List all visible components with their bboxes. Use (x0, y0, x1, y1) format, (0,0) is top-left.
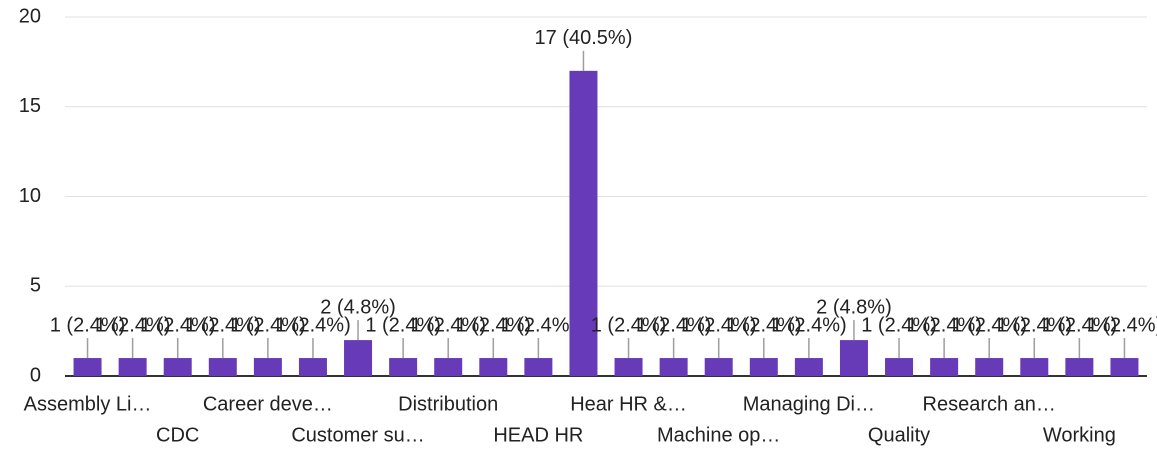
y-tick-label: 15 (19, 95, 41, 117)
bar (839, 340, 868, 376)
x-tick-label: CDC (156, 424, 199, 446)
data-label: 1 (2.4%) (50, 314, 126, 336)
bar (1110, 358, 1139, 376)
data-label: 1 (2.4%) (951, 314, 1027, 336)
x-tick-label: Working (1043, 424, 1116, 446)
bar (163, 358, 192, 376)
x-tick-label: Machine op… (657, 424, 780, 446)
data-label: 1 (2.4%) (1087, 314, 1157, 336)
x-tick-label: Assembly Li… (24, 393, 152, 415)
data-label: 17 (40.5%) (535, 27, 633, 49)
data-label: 1 (2.4%) (861, 314, 937, 336)
bar (344, 340, 373, 376)
bar (975, 358, 1004, 376)
bar (614, 358, 643, 376)
data-label: 2 (4.8%) (816, 296, 892, 318)
bar (885, 358, 914, 376)
bar (118, 358, 147, 376)
data-label: 1 (2.4%) (726, 314, 802, 336)
x-tick-label: Managing Di… (743, 393, 875, 415)
x-tick-label: Distribution (398, 393, 498, 415)
x-tick-label: Research an… (923, 393, 1056, 415)
bar (298, 358, 327, 376)
data-label: 1 (2.4%) (365, 314, 441, 336)
bar (524, 358, 553, 376)
data-label: 1 (2.4%) (410, 314, 486, 336)
bar (479, 358, 508, 376)
y-tick-label: 5 (30, 275, 41, 297)
bar (569, 70, 598, 376)
bar (434, 358, 463, 376)
x-tick-label: Hear HR &… (570, 393, 687, 415)
x-tick-label: Quality (868, 424, 930, 446)
bar (659, 358, 688, 376)
x-tick-label: HEAD HR (493, 424, 583, 446)
data-label: 1 (2.4%) (681, 314, 757, 336)
data-label: 1 (2.4%) (275, 314, 351, 336)
data-label: 1 (2.4%) (996, 314, 1072, 336)
bar (704, 358, 733, 376)
bar (1020, 358, 1049, 376)
bar (253, 358, 282, 376)
bar (1065, 358, 1094, 376)
data-label: 1 (2.4%) (591, 314, 667, 336)
y-tick-label: 10 (19, 185, 41, 207)
y-tick-label: 0 (30, 364, 41, 386)
data-label: 1 (2.4%) (95, 314, 171, 336)
data-label: 1 (2.4%) (230, 314, 306, 336)
bar (930, 358, 959, 376)
data-label: 1 (2.4%) (771, 314, 847, 336)
y-tick-label: 20 (19, 5, 41, 27)
bar (794, 358, 823, 376)
data-label: 1 (2.4%) (1042, 314, 1118, 336)
bar (749, 358, 778, 376)
bar (73, 358, 102, 376)
data-label: 2 (4.8%) (320, 296, 396, 318)
bar (389, 358, 418, 376)
data-label: 1 (2.4%) (636, 314, 712, 336)
data-label: 1 (2.4%) (140, 314, 216, 336)
data-label: 1 (2.4%) (501, 314, 577, 336)
x-tick-label: Career deve… (203, 393, 333, 415)
data-label: 1 (2.4%) (185, 314, 261, 336)
x-tick-label: Customer su… (291, 424, 424, 446)
bar (208, 358, 237, 376)
data-label: 1 (2.4%) (455, 314, 531, 336)
data-label: 1 (2.4%) (906, 314, 982, 336)
